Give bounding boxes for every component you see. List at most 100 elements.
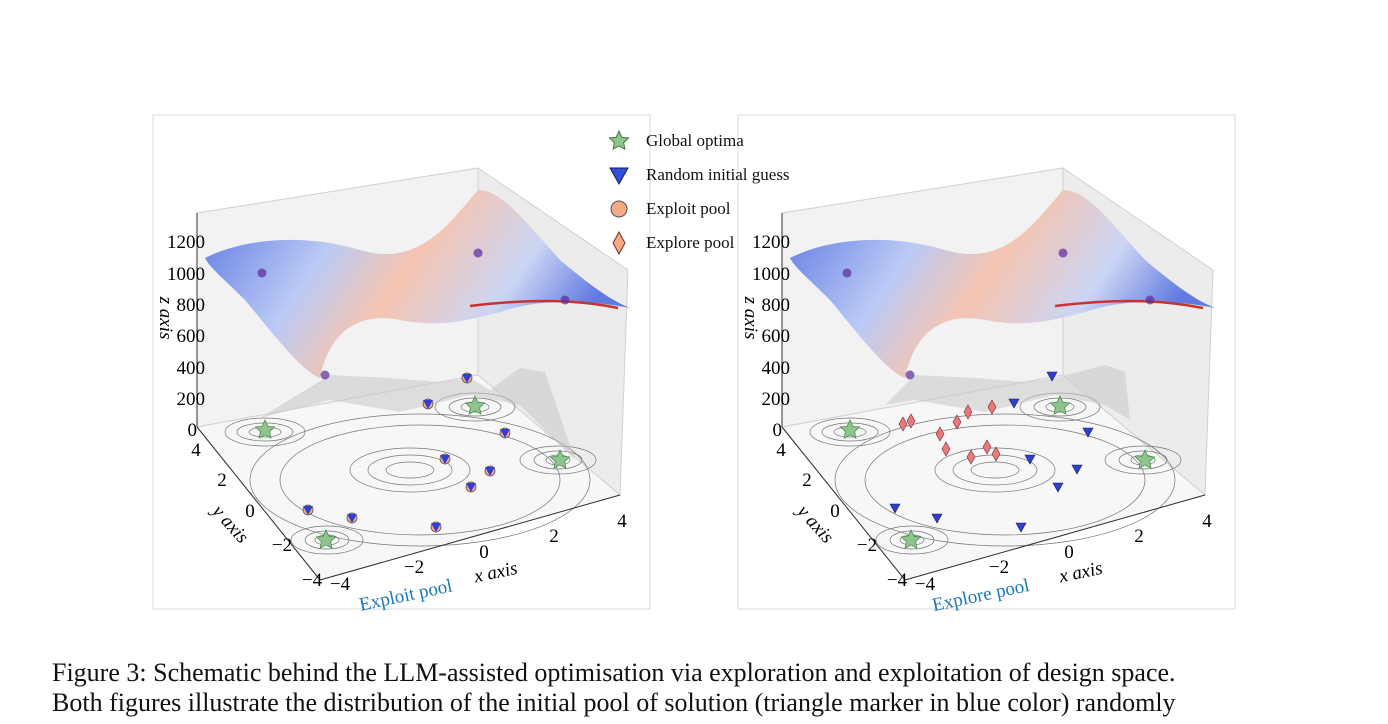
plot-right: 1200 1000 800 600 400 200 0 z axis 4 2 0… <box>737 114 1236 616</box>
legend-label: Global optima <box>646 131 744 150</box>
diamond-marker <box>966 449 976 465</box>
legend: Global optima Random initial guess Explo… <box>606 124 790 260</box>
circle-icon <box>610 200 628 218</box>
diamond-icon <box>612 230 626 256</box>
y-ticks: 4 2 0 −2 −4 <box>191 440 322 591</box>
x-tick: 0 <box>1064 542 1074 563</box>
y-tick: 0 <box>830 501 840 522</box>
triangle-marker <box>1024 454 1036 465</box>
triangle-marker <box>1082 427 1094 438</box>
caption-line-2: Both figures illustrate the distribution… <box>52 688 1176 717</box>
diamond-marker <box>941 441 951 457</box>
y-tick: 0 <box>245 501 255 522</box>
triangle-marker <box>1015 522 1027 533</box>
diamond-marker <box>935 426 945 442</box>
figure: 1200 1000 800 600 400 200 0 z axis 4 2 0… <box>152 114 1236 616</box>
y-tick: −4 <box>887 570 908 591</box>
pool-label: Explore pool <box>930 575 1031 616</box>
x-tick: 0 <box>479 542 489 563</box>
x-tick: 2 <box>1134 526 1144 547</box>
star-marker <box>315 529 337 549</box>
z-tick: 1200 <box>167 232 205 253</box>
star-icon <box>608 129 630 151</box>
z-tick: 0 <box>773 420 783 441</box>
x-tick: −2 <box>989 557 1009 578</box>
diamond-marker <box>963 404 973 420</box>
triangle-marker <box>1008 398 1020 409</box>
z-tick: 1000 <box>167 264 205 285</box>
y-tick: 4 <box>776 440 786 461</box>
triangle-marker <box>1071 464 1083 475</box>
z-tick: 600 <box>762 326 791 347</box>
x-tick: −4 <box>915 574 936 595</box>
legend-label: Random initial guess <box>646 165 790 184</box>
exploit-marker <box>346 512 358 524</box>
projection-shadow <box>885 365 1130 420</box>
y-axis-line <box>781 426 906 581</box>
star-marker <box>464 395 486 415</box>
triangle-marker <box>931 513 943 524</box>
panel-frame <box>152 114 651 610</box>
random-guess-markers <box>889 371 1094 533</box>
caption-line-1: Figure 3: Schematic behind the LLM-assis… <box>52 658 1176 687</box>
x-ticks: −4 −2 0 2 4 <box>915 511 1212 595</box>
exploit-marker <box>499 427 511 439</box>
x-tick: 2 <box>549 526 559 547</box>
triangle-marker <box>1052 482 1064 493</box>
z-tick: 200 <box>177 389 206 410</box>
figure-canvas: 1200 1000 800 600 400 200 0 z axis 4 2 0… <box>152 114 1236 616</box>
z-tick: 1000 <box>752 264 790 285</box>
x-axis-line <box>319 494 621 581</box>
diamond-marker <box>991 446 1001 462</box>
star-marker <box>839 419 861 439</box>
exploit-marker <box>430 521 442 533</box>
diamond-marker <box>952 414 962 430</box>
star-marker <box>549 449 571 469</box>
star-marker <box>1049 395 1071 415</box>
y-tick: 2 <box>217 470 227 491</box>
surface-minima <box>257 248 570 380</box>
panel-frame <box>737 114 1236 610</box>
z-axis-label: z axis <box>740 296 761 340</box>
x-tick: 4 <box>617 511 627 532</box>
surface <box>790 190 1215 378</box>
y-tick: −2 <box>272 535 292 556</box>
legend-item-explore-pool: Explore pool <box>606 226 790 260</box>
legend-item-random-guess: Random initial guess <box>606 158 790 192</box>
exploit-markers <box>302 372 511 533</box>
x-tick: −2 <box>404 557 424 578</box>
exploit-marker <box>439 453 451 465</box>
contours <box>809 392 1182 555</box>
z-tick: 400 <box>177 358 206 379</box>
x-tick: −4 <box>330 574 351 595</box>
y-ticks: 4 2 0 −2 −4 <box>776 440 907 591</box>
surface <box>205 190 630 378</box>
star-marker <box>900 529 922 549</box>
exploit-marker <box>461 372 473 384</box>
triangle-marker <box>889 503 901 514</box>
y-tick: 4 <box>191 440 201 461</box>
z-tick: 1200 <box>752 232 790 253</box>
x-axis-line <box>904 494 1206 581</box>
figure-caption: Figure 3: Schematic behind the LLM-assis… <box>52 658 1352 718</box>
z-tick: 600 <box>177 326 206 347</box>
diamond-marker <box>906 413 916 429</box>
triangle-down-icon <box>609 167 629 186</box>
legend-label: Explore pool <box>646 233 735 252</box>
y-tick: −4 <box>302 570 323 591</box>
pool-label: Exploit pool <box>357 576 454 616</box>
exploit-marker <box>484 465 496 477</box>
explore-markers <box>898 399 1001 465</box>
legend-item-global-optima: Global optima <box>606 124 790 158</box>
z-ticks: 1200 1000 800 600 400 200 0 <box>167 232 205 441</box>
x-tick: 4 <box>1202 511 1212 532</box>
exploit-marker <box>422 398 434 410</box>
z-tick: 200 <box>762 389 791 410</box>
global-optima-markers <box>839 395 1156 549</box>
star-marker <box>254 419 276 439</box>
projection-shadow <box>260 368 575 460</box>
global-optima-markers <box>254 395 571 549</box>
exploit-marker <box>465 481 477 493</box>
y-tick: −2 <box>857 535 877 556</box>
plot-left: 1200 1000 800 600 400 200 0 z axis 4 2 0… <box>152 114 651 616</box>
